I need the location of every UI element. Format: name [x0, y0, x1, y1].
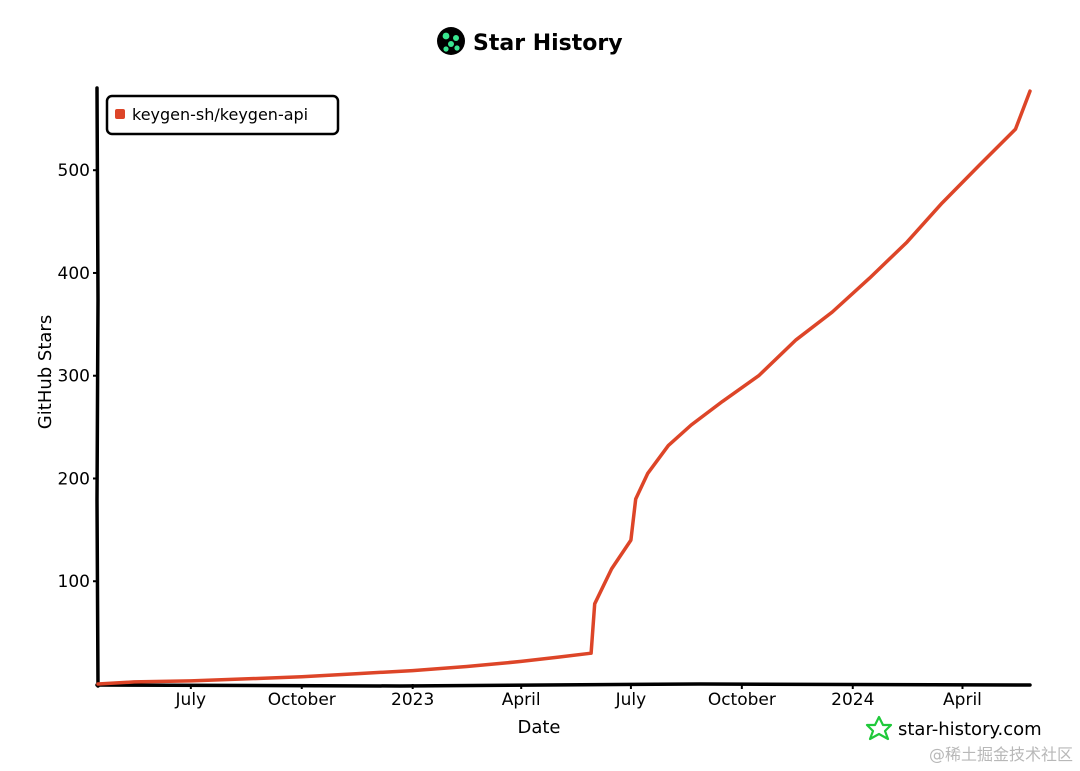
y-tick-label: 100: [58, 572, 90, 592]
x-axis-label: Date: [517, 717, 560, 738]
chart-title: Star History: [473, 31, 623, 56]
watermark-text: star-history.com: [898, 719, 1042, 740]
legend: keygen-sh/keygen-api: [105, 94, 340, 136]
x-tick-label: 2024: [831, 690, 874, 710]
x-tick-label: April: [943, 690, 982, 710]
legend-box: [105, 94, 340, 136]
chart-header: Star History: [437, 27, 623, 56]
x-axis-line: [95, 682, 1032, 688]
legend-label-keygen-sh-keygen-api: keygen-sh/keygen-api: [132, 105, 308, 124]
x-axis-ticks: July October 2023 April July October 2024 April: [175, 684, 982, 710]
legend-swatch: [115, 109, 125, 119]
x-tick-label: July: [615, 690, 647, 710]
y-tick-label: 300: [58, 367, 90, 387]
y-axis-ticks: 100 200 300 400 500: [58, 161, 98, 592]
x-tick-label: April: [502, 690, 541, 710]
x-tick-label: 2023: [391, 690, 434, 710]
x-tick-label: July: [175, 690, 207, 710]
x-tick-label: October: [708, 690, 776, 710]
axes: [95, 86, 1032, 688]
y-tick-label: 200: [58, 469, 90, 489]
star-history-logo-icon: [437, 27, 465, 55]
star-history-watermark[interactable]: star-history.com: [865, 715, 1042, 741]
credit-text: @稀土掘金技术社区: [929, 745, 1073, 764]
x-tick-label: October: [268, 690, 336, 710]
series-line-keygen-sh-keygen-api: [96, 89, 1032, 686]
y-axis-line: [95, 86, 100, 688]
y-tick-label: 400: [58, 264, 90, 284]
y-tick-label: 500: [58, 161, 90, 181]
y-axis-label: GitHub Stars: [35, 315, 56, 429]
star-outline-icon: [865, 715, 893, 741]
